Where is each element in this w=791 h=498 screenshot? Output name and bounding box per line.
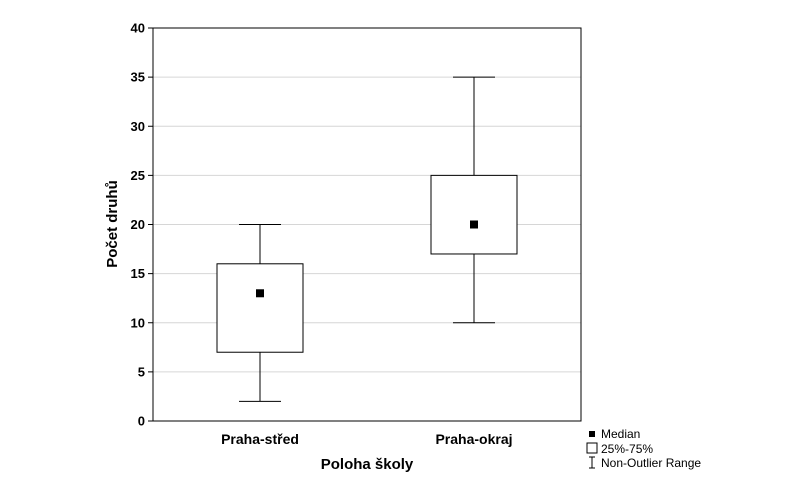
x-axis-categories: Praha-střed Praha-okraj <box>221 431 512 447</box>
x-category-label: Praha-okraj <box>435 431 512 447</box>
y-tick-label: 40 <box>131 21 145 36</box>
x-axis-title: Poloha školy <box>321 456 414 473</box>
y-tick-label: 35 <box>131 70 145 85</box>
y-tick-label: 25 <box>131 168 145 183</box>
median-marker <box>470 220 478 229</box>
y-tick-label: 5 <box>138 364 145 379</box>
legend-box-marker <box>586 442 598 454</box>
median-marker <box>256 289 264 298</box>
y-tick-label: 20 <box>131 217 145 232</box>
legend: Median 25%-75% Non-Outlier Range <box>586 427 701 470</box>
box-1 <box>216 224 304 402</box>
legend-box-label: 25%-75% <box>601 442 653 456</box>
y-tick-label: 10 <box>131 315 145 330</box>
y-tick-label: 15 <box>131 266 145 281</box>
y-tick-label: 0 <box>138 414 145 429</box>
iqr-box <box>216 263 304 353</box>
legend-median-marker <box>589 431 595 437</box>
box-2 <box>430 76 518 324</box>
legend-range-marker <box>589 456 595 469</box>
y-axis-title: Počet druhů <box>104 180 121 268</box>
x-category-label: Praha-střed <box>221 431 299 447</box>
y-tick-label: 30 <box>131 119 145 134</box>
legend-median-label: Median <box>601 427 640 441</box>
boxes <box>216 76 518 402</box>
iqr-box <box>430 174 518 255</box>
y-axis-ticks: 0 5 10 15 20 25 30 35 40 <box>131 21 153 429</box>
legend-range-label: Non-Outlier Range <box>601 456 701 470</box>
